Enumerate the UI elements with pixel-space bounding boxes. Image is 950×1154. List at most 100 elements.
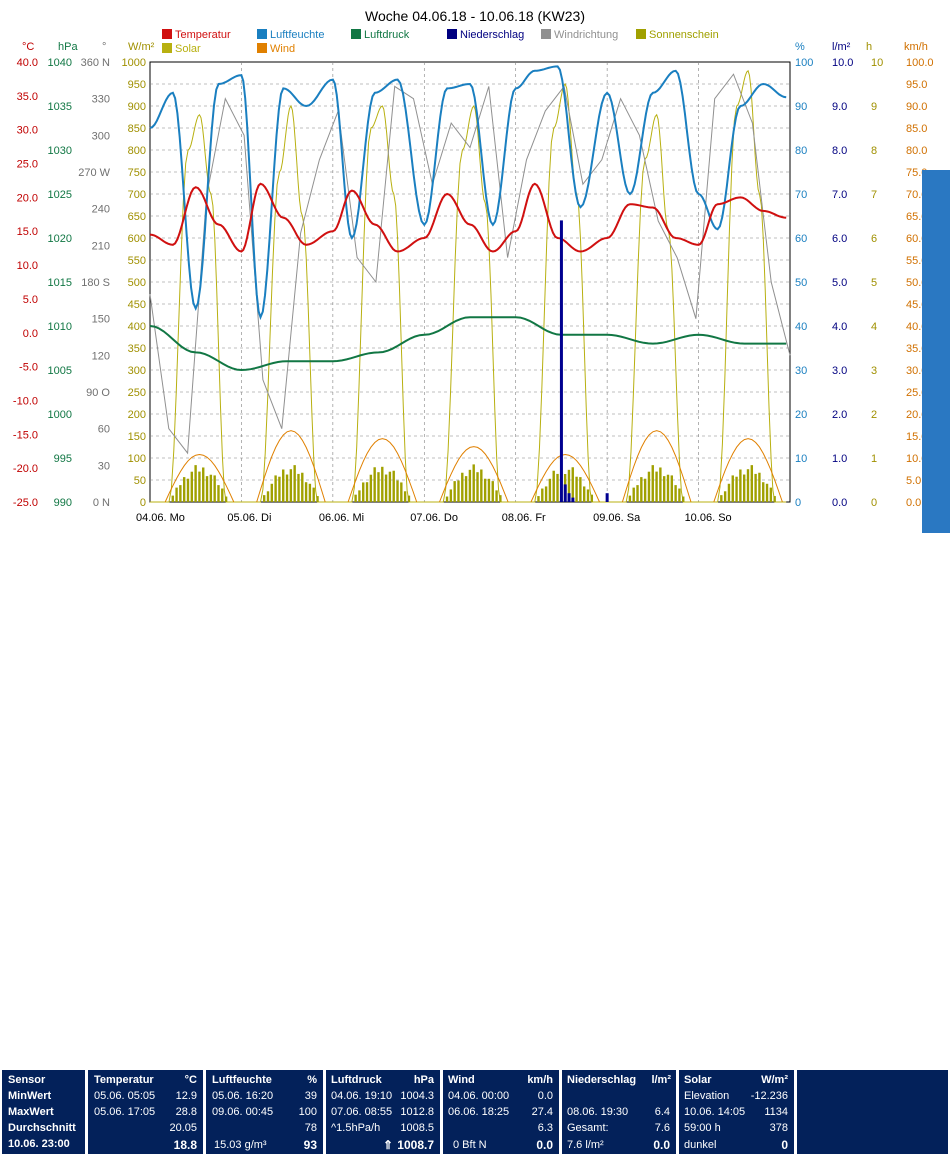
sunshine-bar: [628, 495, 632, 502]
day-label: 09.06. Sa: [593, 512, 641, 524]
sunshine-bar: [285, 474, 289, 502]
sunshine-bar: [179, 485, 182, 502]
pressure-unit: hPa: [413, 1074, 434, 1086]
solar-tick-label: 450: [128, 299, 146, 311]
sunshine-bar: [377, 472, 380, 502]
temp-tick-label: -20.0: [13, 463, 38, 475]
pressure-avg: 1008.5: [400, 1122, 434, 1134]
rain-bar: [605, 493, 609, 502]
temp-tick-label: 35.0: [17, 91, 38, 103]
temperature-max-time: 05.06. 17:05: [94, 1106, 156, 1118]
sunshine-bar: [217, 485, 220, 502]
sunshine-bar: [750, 465, 754, 502]
humidity-tick-label: 90: [795, 101, 807, 113]
sunshine-bar: [727, 483, 731, 502]
pressure-tick-label: 1025: [48, 189, 72, 201]
winddir-tick-label: 120: [92, 350, 110, 362]
sunshine-bar: [678, 488, 681, 502]
sunshine-bar: [449, 489, 453, 502]
sunshine-bar: [769, 487, 773, 502]
rain-unit: l/m²: [651, 1074, 671, 1086]
rain-tick-label: 7.0: [832, 189, 847, 201]
sunshine-bar: [304, 482, 308, 502]
empty-box: [797, 1070, 948, 1154]
winddir-tick-label: 240: [92, 204, 110, 216]
pressure-tick-label: 1010: [48, 321, 72, 333]
window-edge: [922, 170, 950, 540]
humidity-avg: 78: [304, 1122, 317, 1134]
temp-tick-label: -5.0: [19, 362, 38, 374]
wind-max: 27.4: [531, 1106, 553, 1118]
sunshine-bar: [483, 478, 487, 502]
pressure-box: Luftdruck hPa 04.06. 19:10 1004.3 07.06.…: [326, 1070, 440, 1154]
legend-label: Solar: [175, 43, 201, 55]
sunshine-bar: [582, 486, 586, 502]
windspeed-axis-unit: km/h: [904, 41, 928, 53]
legend-label: Temperatur: [175, 29, 231, 41]
sunshine-bar: [632, 487, 635, 502]
weather-chart: Woche 04.06.18 - 10.06.18 (KW23) Tempera…: [0, 0, 950, 535]
sunshine-bar: [293, 465, 296, 502]
sunshine-bar: [670, 475, 674, 502]
sunshine-bar: [381, 466, 384, 502]
sunshine-bar: [209, 474, 213, 502]
sunshine-bar: [468, 469, 472, 502]
humidity-max-time: 09.06. 00:45: [212, 1106, 274, 1118]
sunshine-bar: [205, 476, 209, 502]
rain-tick-label: 0.0: [832, 497, 847, 509]
winddir-tick-label: 150: [92, 314, 110, 326]
sunshine-bar: [674, 485, 677, 502]
sunhours-tick-label: 5: [871, 277, 877, 289]
sunshine-bar: [720, 495, 723, 502]
sunshine-bar: [739, 469, 742, 502]
legend-swatch: [447, 29, 457, 39]
windspeed-tick-label: 80.0: [906, 145, 927, 157]
sunshine-bar: [651, 465, 654, 502]
sunshine-bar: [224, 496, 228, 502]
humidity-absolute: 15.03 g/m³: [214, 1139, 267, 1151]
solar-header: Solar: [684, 1074, 712, 1086]
wind-beaufort: 0 Bft N: [453, 1139, 487, 1151]
winddir-axis-unit: °: [102, 41, 106, 53]
sunshine-bar: [175, 487, 178, 502]
sunshine-bar: [742, 474, 746, 502]
wind-line: [713, 438, 783, 503]
legend-label: Luftdruck: [364, 29, 410, 41]
sunshine-bar: [464, 476, 468, 502]
humidity-current: 93: [303, 1138, 317, 1152]
solar-tick-label: 400: [128, 321, 146, 333]
humidity-header: Luftfeuchte: [212, 1074, 272, 1086]
sunshine-bar: [316, 496, 319, 502]
sunshine-bar: [457, 480, 460, 502]
legend-label: Windrichtung: [554, 29, 618, 41]
wind-min-time: 04.06. 00:00: [448, 1090, 510, 1102]
humidity-tick-label: 100: [795, 57, 813, 69]
solar-axis-unit: W/m²: [128, 41, 155, 53]
sunhours-tick-label: 2: [871, 409, 877, 421]
winddir-tick-label: 300: [92, 130, 110, 142]
chart-title: Woche 04.06.18 - 10.06.18 (KW23): [365, 8, 585, 24]
rain-tick-label: 5.0: [832, 277, 847, 289]
rain-tick-label: 6.0: [832, 233, 847, 245]
sunshine-bar: [476, 472, 479, 502]
winddir-tick-label: 210: [92, 240, 110, 252]
humidity-unit: %: [307, 1074, 317, 1086]
humidity-line: [149, 65, 787, 321]
solar-tick-label: 150: [128, 431, 146, 443]
sunshine-bar: [274, 475, 277, 502]
sunshine-bar: [194, 465, 197, 502]
legend-swatch: [636, 29, 646, 39]
sunhours-tick-label: 3: [871, 365, 877, 377]
windspeed-tick-label: 95.0: [906, 79, 927, 91]
solar-tick-label: 350: [128, 343, 146, 355]
temp-tick-label: 5.0: [23, 294, 38, 306]
sunshine-bar: [762, 482, 765, 502]
wind-line: [347, 438, 418, 503]
sunshine-hours: 59:00 h: [684, 1122, 721, 1134]
temperature-min: 12.9: [175, 1090, 197, 1102]
sunhours-tick-label: 6: [871, 233, 877, 245]
sunshine-bar: [659, 467, 662, 502]
sunshine-bar: [403, 491, 407, 502]
sunhours-tick-label: 10: [871, 57, 883, 69]
sunshine-bar: [396, 480, 399, 502]
